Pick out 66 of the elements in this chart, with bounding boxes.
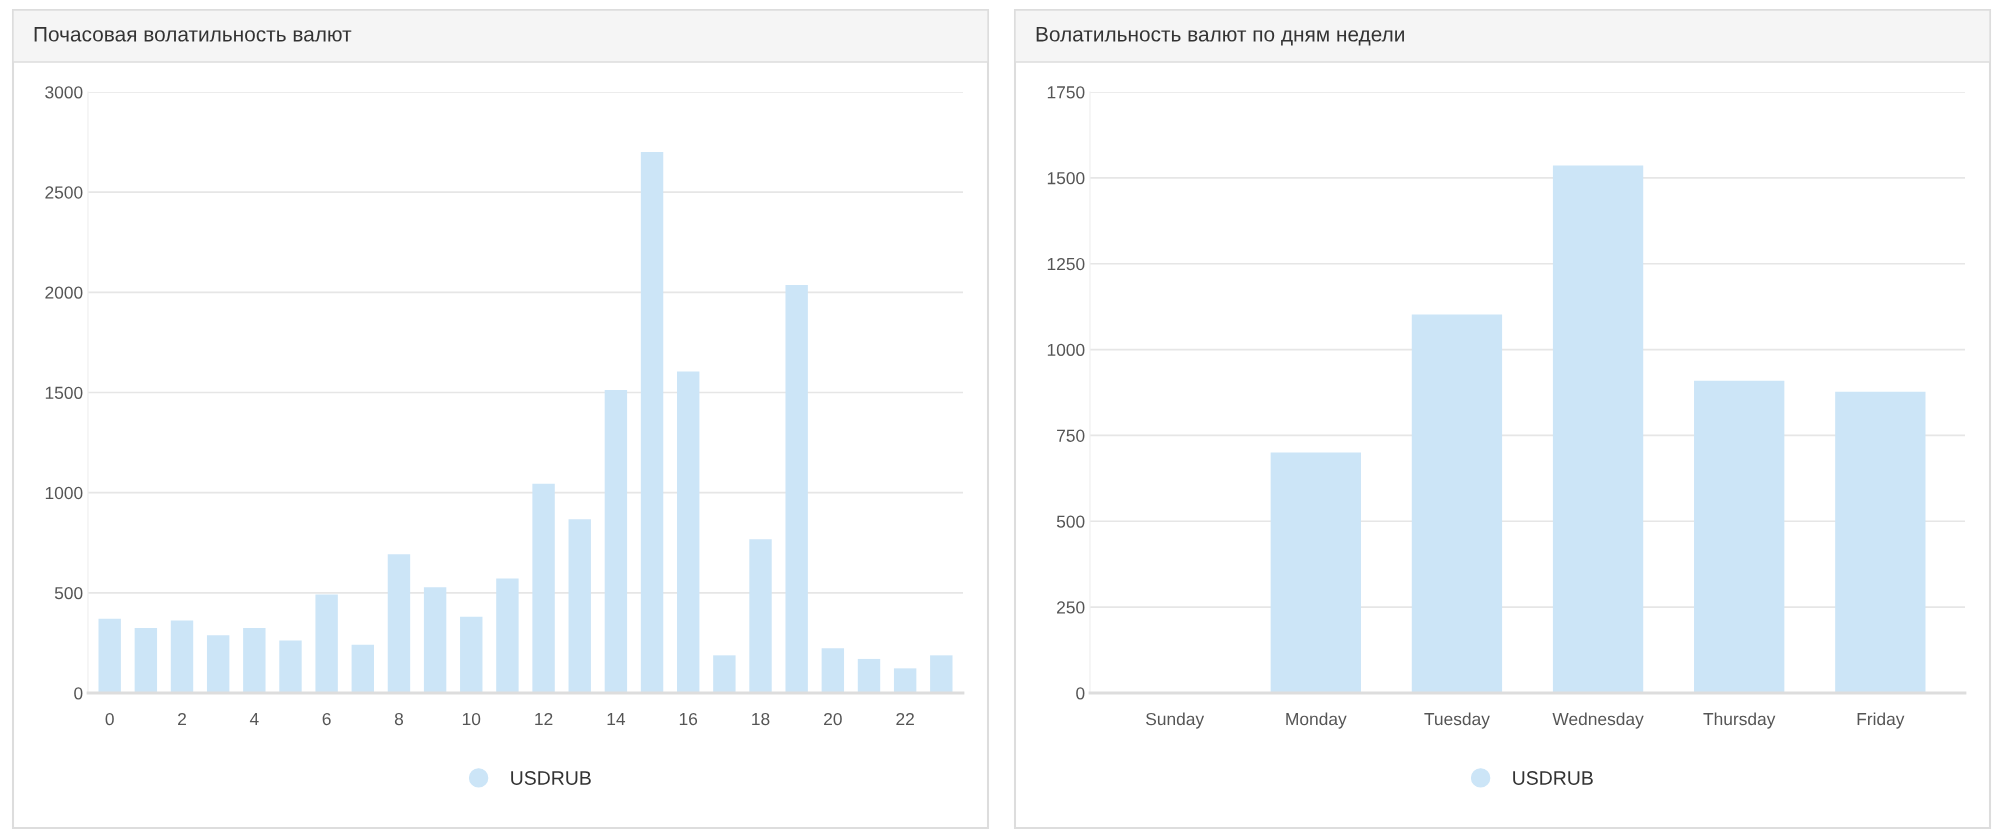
bar bbox=[98, 618, 121, 693]
bar bbox=[857, 658, 881, 693]
y-tick-label: 250 bbox=[1057, 601, 1085, 614]
x-tick-label: 14 bbox=[607, 713, 626, 726]
bar bbox=[460, 616, 483, 693]
y-tick-label: 2500 bbox=[45, 186, 83, 199]
bar bbox=[821, 648, 845, 693]
bar bbox=[279, 640, 302, 693]
bar bbox=[893, 668, 917, 693]
legend-label: USDRUB bbox=[1513, 771, 1593, 785]
x-tick-label: Tuesday bbox=[1424, 712, 1490, 729]
x-tick-label: Monday bbox=[1286, 712, 1347, 729]
x-tick-label: 8 bbox=[394, 712, 404, 726]
y-tick-label: 2000 bbox=[45, 286, 83, 299]
y-tick-label: 1000 bbox=[1047, 343, 1085, 357]
x-tick-label: 0 bbox=[105, 712, 114, 726]
bar bbox=[243, 628, 266, 693]
y-tick-label: 1500 bbox=[45, 386, 83, 399]
bar bbox=[206, 635, 230, 693]
x-tick-label: 16 bbox=[679, 712, 698, 726]
y-tick-label: 0 bbox=[1076, 687, 1085, 700]
bar bbox=[1411, 314, 1503, 693]
y-tick-label: 1500 bbox=[1047, 172, 1085, 185]
x-tick-label: 6 bbox=[322, 712, 331, 726]
y-tick-label: 0 bbox=[74, 687, 83, 700]
legend-label: USDRUB bbox=[511, 771, 591, 785]
chart-title: Волатильность валют по дням недели bbox=[1036, 27, 1404, 46]
bar bbox=[423, 587, 447, 693]
y-tick-label: 750 bbox=[1057, 429, 1085, 442]
bar bbox=[785, 284, 808, 693]
y-tick-label: 500 bbox=[54, 587, 83, 600]
bar bbox=[315, 594, 338, 693]
bar bbox=[930, 655, 953, 693]
bar bbox=[568, 519, 591, 693]
bar bbox=[387, 554, 411, 693]
y-tick-label: 500 bbox=[1056, 515, 1085, 528]
bar bbox=[1270, 452, 1361, 693]
bar bbox=[532, 483, 555, 693]
y-tick-label: 1000 bbox=[45, 486, 83, 500]
x-tick-label: 18 bbox=[752, 712, 770, 726]
y-tick-label: 3000 bbox=[45, 86, 83, 99]
bar bbox=[1835, 391, 1926, 693]
bar bbox=[604, 389, 628, 693]
bar bbox=[496, 578, 519, 693]
x-tick-label: 20 bbox=[824, 712, 842, 726]
bar bbox=[677, 371, 700, 693]
x-tick-label: Thursday bbox=[1703, 712, 1776, 729]
x-tick-label: Wednesday bbox=[1552, 712, 1644, 729]
bar bbox=[1694, 380, 1785, 693]
bar bbox=[170, 620, 194, 693]
bar bbox=[1552, 165, 1644, 693]
y-tick-label: 1750 bbox=[1047, 86, 1085, 99]
x-tick-label: Sunday bbox=[1146, 712, 1205, 729]
x-tick-label: 22 bbox=[896, 712, 914, 726]
bar bbox=[713, 655, 736, 693]
x-tick-label: 2 bbox=[178, 712, 186, 726]
x-tick-label: 12 bbox=[535, 712, 553, 726]
x-tick-label: Friday bbox=[1857, 712, 1905, 729]
bar bbox=[351, 644, 374, 693]
bar bbox=[134, 628, 158, 693]
x-tick-label: 4 bbox=[249, 713, 259, 726]
chart-title: Почасовая волатильность валют bbox=[34, 27, 352, 42]
bar bbox=[640, 151, 664, 693]
x-tick-label: 10 bbox=[462, 712, 481, 726]
y-tick-label: 1250 bbox=[1047, 257, 1085, 271]
bar bbox=[749, 539, 772, 693]
